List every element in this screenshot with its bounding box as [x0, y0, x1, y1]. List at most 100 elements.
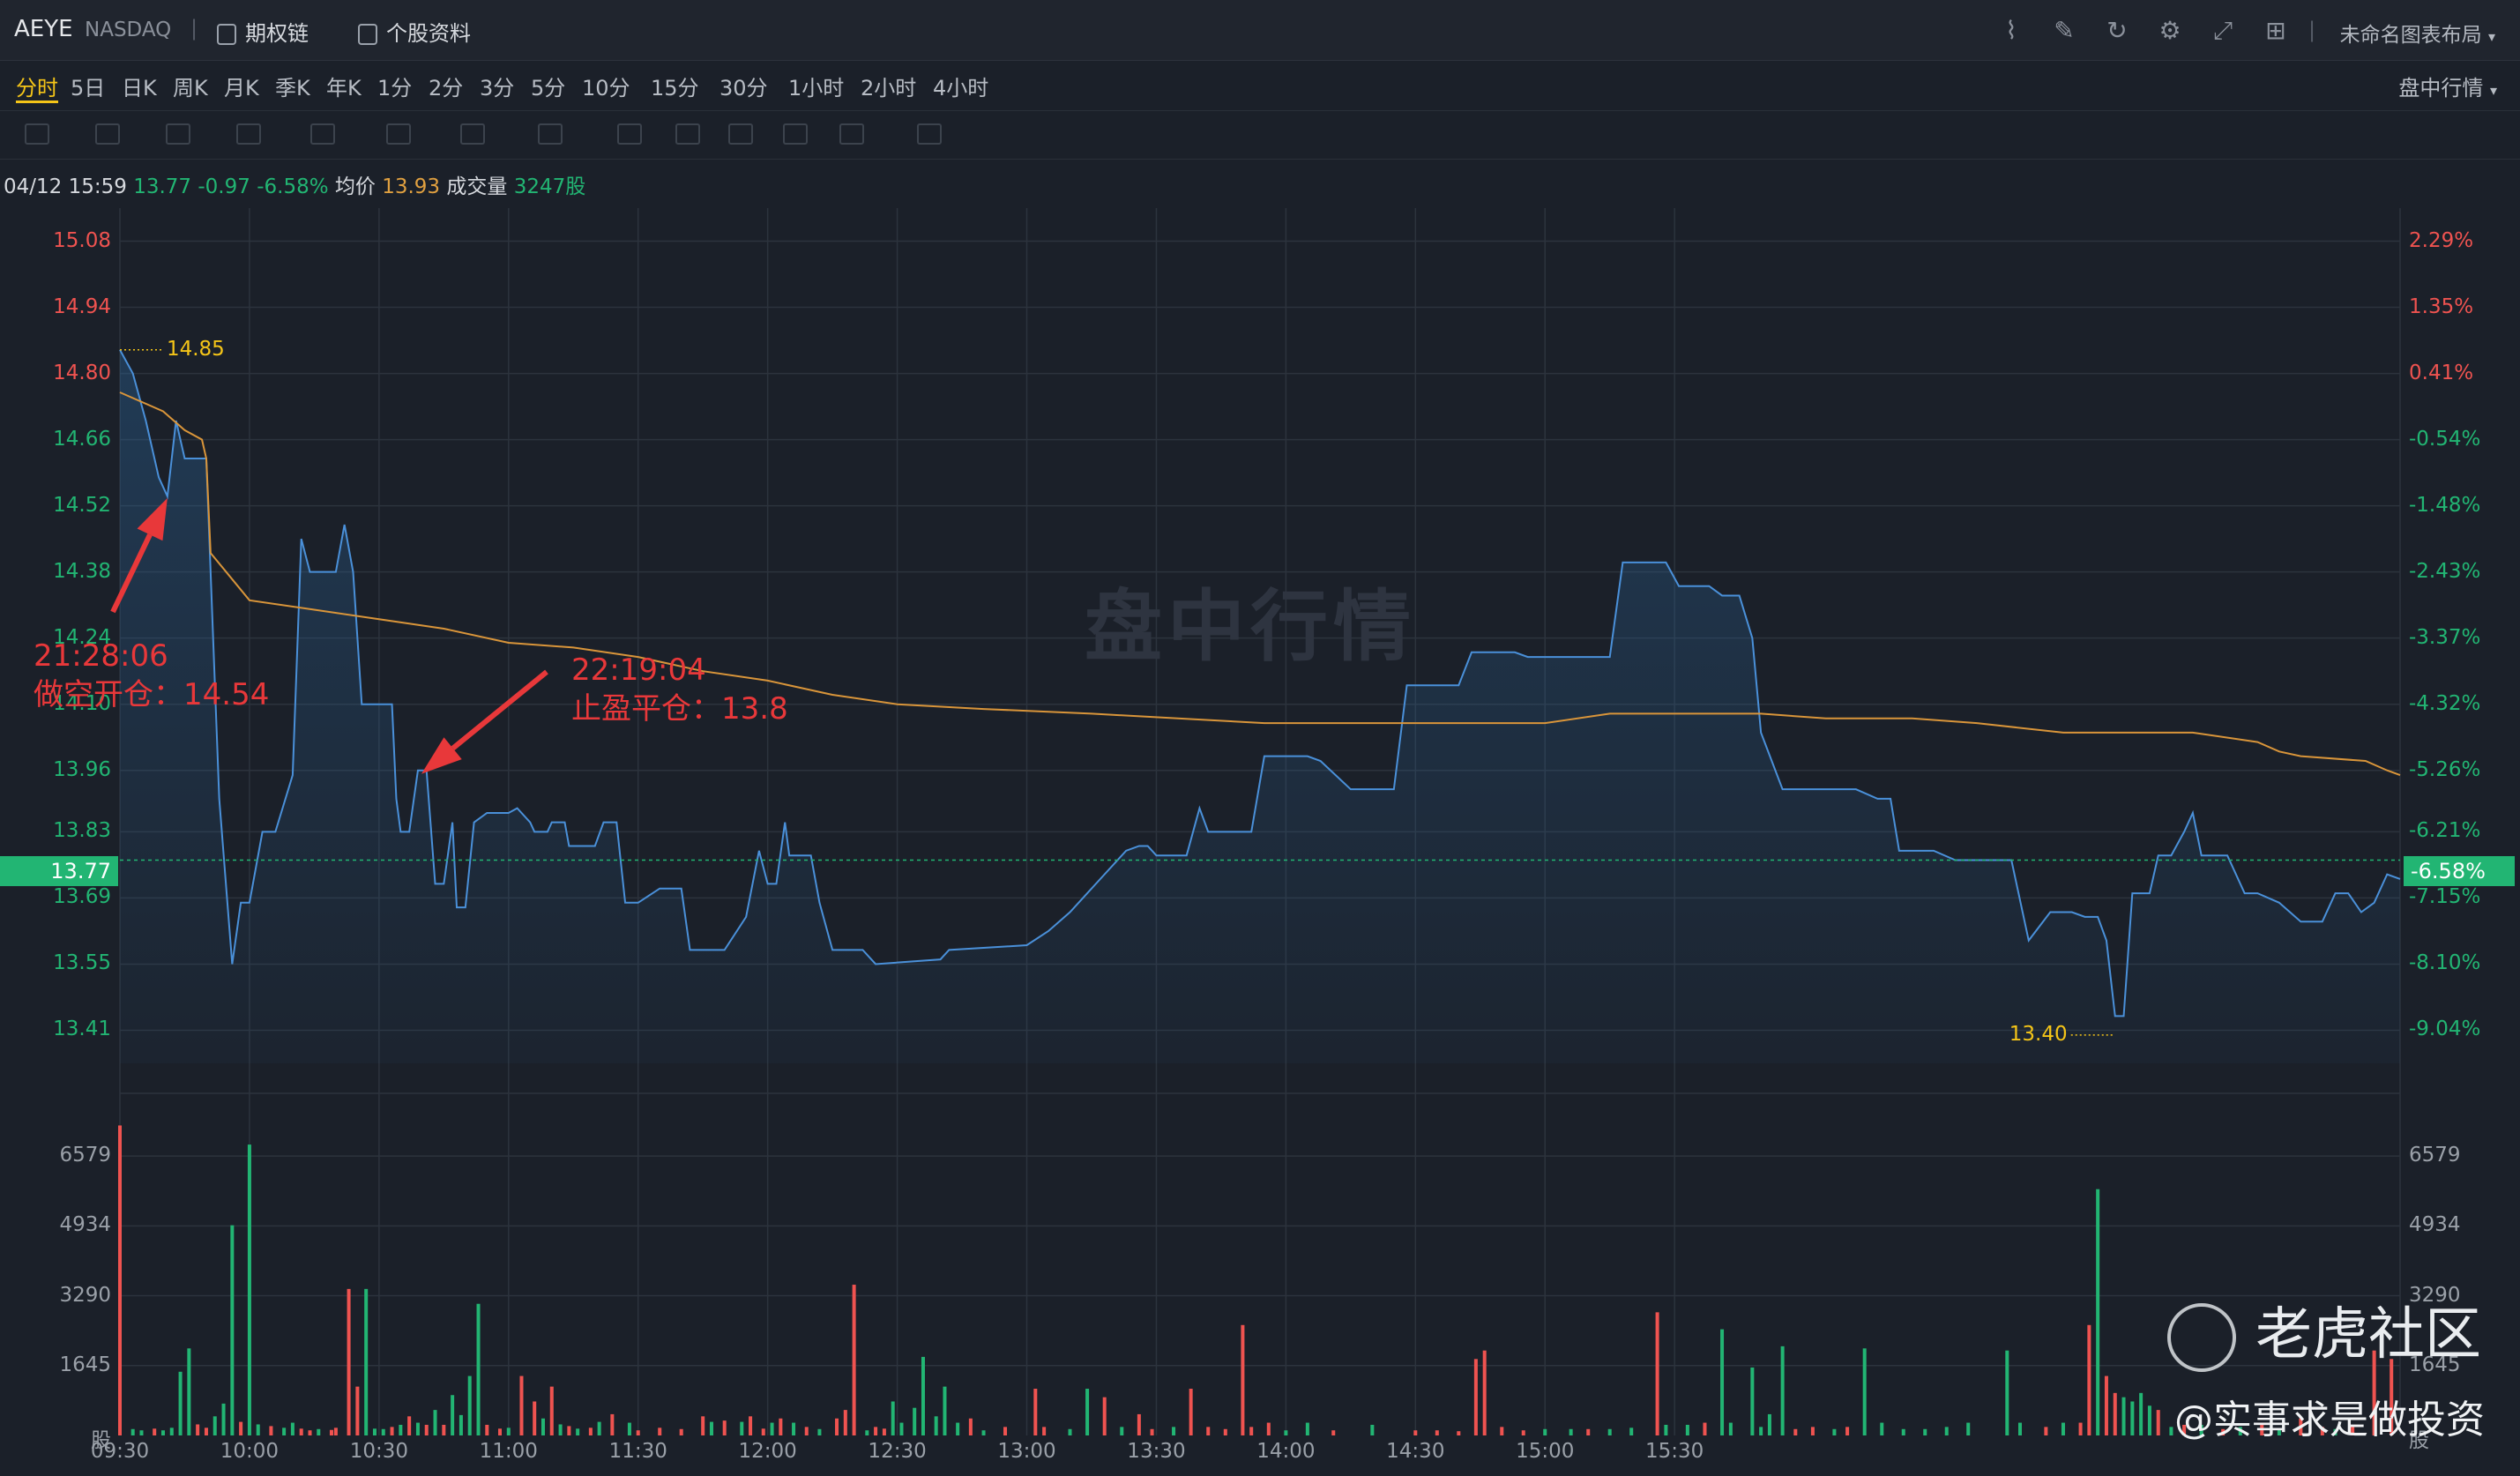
tab-timeframe[interactable]: 周K	[173, 76, 208, 101]
tab-timeframe[interactable]: 日K	[122, 76, 157, 101]
tab-timeframe[interactable]: 5分	[531, 76, 566, 101]
volume-bar	[1003, 1427, 1008, 1435]
volume-bar	[934, 1416, 938, 1435]
volume-bar	[299, 1428, 303, 1435]
volume-bar	[1206, 1427, 1211, 1435]
pattern-tool-icon[interactable]	[538, 123, 563, 145]
measure-tool-icon[interactable]	[386, 123, 411, 145]
tab-timeframe[interactable]: 年K	[326, 76, 362, 101]
layout-menu[interactable]: 未命名图表布局 ▾	[2340, 18, 2495, 48]
volume-bar	[1780, 1346, 1785, 1435]
volume-bar	[1413, 1430, 1418, 1435]
volume-bar	[1664, 1424, 1668, 1435]
price-area	[120, 349, 2400, 1064]
volume-bar	[519, 1375, 524, 1435]
eye-icon[interactable]	[728, 123, 753, 145]
volume-bar	[1223, 1428, 1227, 1435]
profile-link[interactable]: 个股资料	[358, 16, 471, 47]
volume-bar	[329, 1429, 333, 1435]
tab-timeframe[interactable]: 2小时	[861, 76, 917, 101]
short-entry-time: 21:28:06	[34, 638, 168, 674]
volume-bar	[597, 1421, 601, 1435]
tab-timeframe[interactable]: 10分	[582, 76, 630, 101]
price-axis-label: 13.69	[53, 885, 111, 909]
clone-icon[interactable]	[839, 123, 864, 145]
refresh-icon[interactable]: ↻	[2106, 16, 2128, 45]
caret-down-icon: ▾	[2489, 82, 2497, 99]
volume-bar	[2182, 1424, 2187, 1435]
line-tool-icon[interactable]	[25, 123, 49, 145]
price-axis-label: 13.83	[53, 819, 111, 843]
fib-tool-icon[interactable]	[166, 123, 190, 145]
quote-info-line: 04/12 15:59 13.77 -0.97 -6.58% 均价 13.93 …	[4, 169, 585, 199]
pct-axis-label: -3.37%	[2409, 625, 2481, 649]
pct-axis-label: -1.48%	[2409, 493, 2481, 517]
volume-bar	[364, 1288, 369, 1435]
lock-icon[interactable]	[675, 123, 700, 145]
volume-bar	[636, 1430, 640, 1435]
volume-bar	[333, 1428, 338, 1435]
symbol[interactable]: AEYE	[14, 16, 73, 42]
volume-bar	[1750, 1367, 1755, 1435]
volume-axis-label: 股	[2409, 1429, 2429, 1452]
tab-timeframe[interactable]: 1分	[377, 76, 413, 101]
tab-timeframe[interactable]: 4小时	[933, 76, 989, 101]
tab-timeframe[interactable]: 15分	[651, 76, 699, 101]
volume-bar	[701, 1416, 705, 1435]
fullscreen-icon[interactable]: ⤢	[2212, 16, 2233, 45]
volume-bar	[1944, 1427, 1949, 1435]
tab-timeframe[interactable]: 30分	[719, 76, 768, 101]
price-axis-label: 14.38	[53, 559, 111, 583]
rect-tool-icon[interactable]	[95, 123, 120, 145]
tab-timeframe[interactable]: 2分	[429, 76, 464, 101]
volume-bar	[2096, 1189, 2100, 1435]
volume-bar	[817, 1428, 822, 1435]
trash-icon[interactable]	[917, 123, 942, 145]
tab-timeframe[interactable]: 3分	[480, 76, 515, 101]
volume-bar	[658, 1428, 662, 1435]
tab-timeframe[interactable]: 1小时	[788, 76, 845, 101]
tab-timeframe[interactable]: 月K	[224, 76, 259, 101]
magnet-icon[interactable]	[783, 123, 808, 145]
community-logo: 老虎社区	[2167, 1289, 2481, 1373]
draw-icon[interactable]: ✎	[2054, 16, 2075, 45]
volume-bar	[943, 1386, 947, 1435]
arrow-tool-icon[interactable]	[310, 123, 335, 145]
volume-bar	[2078, 1422, 2083, 1435]
pen-tool-icon[interactable]	[617, 123, 642, 145]
volume-bar	[187, 1348, 191, 1435]
pct-axis-label: -4.32%	[2409, 691, 2481, 715]
options-chain-link[interactable]: 期权链	[217, 16, 309, 47]
volume-bar	[1685, 1424, 1689, 1435]
short-entry-text: 做空开仓：14.54	[34, 677, 270, 712]
pct-axis-label: 2.29%	[2409, 228, 2474, 252]
label-tool-icon[interactable]	[460, 123, 485, 145]
volume-bar	[467, 1375, 472, 1435]
volume-bar	[1880, 1422, 1884, 1435]
logo-text: 老虎社区	[2255, 1302, 2481, 1368]
grid-layout-icon[interactable]: ⊞	[2265, 16, 2286, 45]
session-mode-select[interactable]: 盘中行情 ▾	[2398, 71, 2497, 101]
avg-price-line	[119, 391, 2401, 777]
volume-bar	[549, 1386, 554, 1435]
tiger-logo-icon	[2167, 1303, 2236, 1373]
volume-bar	[1923, 1428, 1927, 1435]
short-entry-arrow	[110, 497, 168, 614]
volume-bar	[390, 1427, 394, 1435]
price-axis-label: 13.41	[53, 1018, 111, 1041]
volume-bar	[2221, 1428, 2226, 1435]
tab-timeframe[interactable]: 5日	[71, 76, 106, 101]
indicator-icon[interactable]: ⌇	[2005, 16, 2017, 45]
tab-timeframe[interactable]: 分时	[16, 76, 58, 101]
gear-icon[interactable]: ⚙	[2158, 16, 2181, 45]
volume-bar	[204, 1428, 208, 1435]
tab-timeframe[interactable]: 季K	[275, 76, 310, 101]
current-price-tag: 13.77	[0, 856, 118, 886]
volume-bar	[407, 1416, 412, 1435]
text-tool-icon[interactable]	[236, 123, 261, 145]
volume-bar	[485, 1424, 489, 1435]
volume-bar	[770, 1422, 774, 1435]
time-axis-label: 11:00	[479, 1440, 538, 1463]
volume-bar	[956, 1422, 960, 1435]
